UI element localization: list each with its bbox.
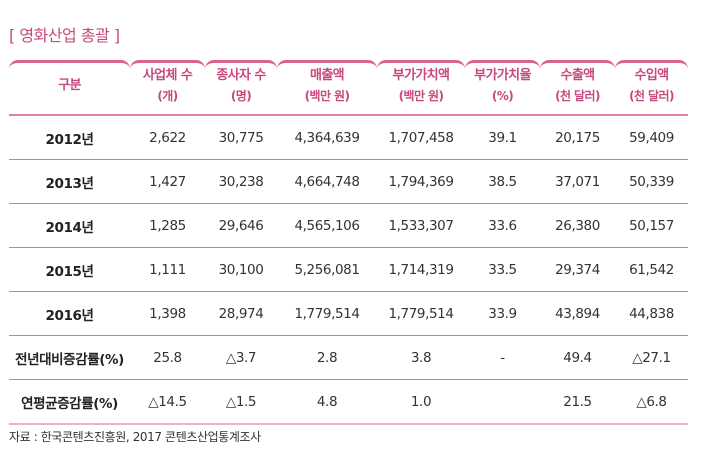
- table-cell: 4,565,106: [277, 203, 377, 248]
- row-label: 전년대비증감률(%): [9, 335, 130, 380]
- table-cell: 2,622: [130, 115, 205, 160]
- table-cell: 21.5: [540, 379, 615, 425]
- film-industry-summary-table: 구분 사업체 수 (개) 종사자 수 (명) 매출액 (백만 원) 부가가치액 (백만 원) 부가…: [9, 60, 688, 425]
- column-header-label: 매출액: [309, 68, 345, 83]
- table-cell: 1,427: [130, 159, 205, 204]
- table-row: 2012년 2,622 30,775 4,364,639 1,707,458 39.1 20…: [9, 115, 688, 160]
- table-cell: 1,707,458: [377, 115, 465, 160]
- table-cell: △1.5: [205, 379, 277, 425]
- header-row: 구분 사업체 수 (개) 종사자 수 (명) 매출액 (백만 원) 부가가치액 (백만 원) 부가…: [9, 60, 688, 116]
- table-cell: 44,838: [615, 291, 688, 336]
- column-header: 종사자 수 (명): [205, 60, 277, 116]
- table-cell: △27.1: [615, 335, 688, 380]
- table-cell: 28,974: [205, 291, 277, 336]
- table-cell: 25.8: [130, 335, 205, 380]
- row-label: 2012년: [9, 115, 130, 160]
- table-cell: 3.8: [377, 335, 465, 380]
- row-label: 2013년: [9, 159, 130, 204]
- column-header: 수입액 (천 달러): [615, 60, 688, 116]
- table-cell: 1.0: [377, 379, 465, 425]
- row-label: 2015년: [9, 247, 130, 292]
- column-header-label: 수입액: [634, 68, 669, 83]
- table-cell: 1,779,514: [377, 291, 465, 336]
- table-cell: 37,071: [540, 159, 615, 204]
- table-cell: 29,374: [540, 247, 615, 292]
- table-cell: 38.5: [465, 159, 540, 204]
- table-row: 전년대비증감률(%) 25.8 △3.7 2.8 3.8-49.4 △27.1: [9, 335, 688, 380]
- column-header-unit: (천 달러): [555, 89, 600, 103]
- table-cell: 49.4: [540, 335, 615, 380]
- table-cell: 1,111: [130, 247, 205, 292]
- column-header: 부가가치액 (백만 원): [377, 60, 465, 116]
- table-row: 2015년 1,111 30,100 5,256,081 1,714,319 33.5 29…: [9, 247, 688, 292]
- table-cell: 50,339: [615, 159, 688, 204]
- column-header-unit: (백만 원): [398, 89, 444, 103]
- column-header: 사업체 수 (개): [130, 60, 205, 116]
- column-header-label: 종사자 수: [216, 68, 266, 83]
- table-cell: 26,380: [540, 203, 615, 248]
- column-header-label: 부가가치액: [392, 68, 450, 83]
- table-cell: 1,779,514: [277, 291, 377, 336]
- row-label: 연평균증감률(%): [9, 379, 130, 425]
- row-label: 2014년: [9, 203, 130, 248]
- table-cell: 20,175: [540, 115, 615, 160]
- table-cell: 2.8: [277, 335, 377, 380]
- column-header-unit: (명): [230, 89, 252, 103]
- table-cell: 1,285: [130, 203, 205, 248]
- table-cell: 61,542: [615, 247, 688, 292]
- table-cell: 4,664,748: [277, 159, 377, 204]
- table-cell: 33.9: [465, 291, 540, 336]
- table-cell: 5,256,081: [277, 247, 377, 292]
- table-cell: 39.1: [465, 115, 540, 160]
- table-cell: 1,714,319: [377, 247, 465, 292]
- column-header: 수출액 (천 달러): [540, 60, 615, 116]
- table-cell: 33.5: [465, 247, 540, 292]
- table-row: 2014년 1,285 29,646 4,565,106 1,533,307 33.6 26…: [9, 203, 688, 248]
- column-header-unit: (백만 원): [304, 89, 350, 103]
- column-header: 구분: [9, 60, 130, 116]
- table-cell: 30,775: [205, 115, 277, 160]
- table-cell: △3.7: [205, 335, 277, 380]
- table-cell: △14.5: [130, 379, 205, 425]
- table-cell: 4.8: [277, 379, 377, 425]
- column-header: 매출액 (백만 원): [277, 60, 377, 116]
- table-cell: 29,646: [205, 203, 277, 248]
- column-header-label: 구분: [58, 78, 81, 93]
- table-row: 연평균증감률(%) △14.5 △1.5 4.8 1.0 21.5 △6.8: [9, 379, 688, 425]
- table-row: 2013년 1,427 30,238 4,664,748 1,794,369 38.5 37…: [9, 159, 688, 204]
- table-cell: 33.6: [465, 203, 540, 248]
- table-cell: 59,409: [615, 115, 688, 160]
- table-cell: 30,238: [205, 159, 277, 204]
- table-cell: 43,894: [540, 291, 615, 336]
- table-cell: 50,157: [615, 203, 688, 248]
- table-row: 2016년 1,398 28,974 1,779,514 1,779,514 33.9 43…: [9, 291, 688, 336]
- column-header: 부가가치율 (%): [465, 60, 540, 116]
- column-header-unit: (%): [491, 89, 514, 103]
- column-header-unit: (천 달러): [629, 89, 674, 103]
- row-label: 2016년: [9, 291, 130, 336]
- table-cell: 1,794,369: [377, 159, 465, 204]
- column-header-label: 부가가치율: [474, 68, 531, 83]
- table-cell: △6.8: [615, 379, 688, 425]
- table-cell: 30,100: [205, 247, 277, 292]
- column-header-unit: (개): [157, 89, 178, 103]
- column-header-label: 사업체 수: [142, 68, 193, 83]
- table-title: [ 영화산업 총괄 ]: [9, 26, 120, 45]
- table-cell: 1,398: [130, 291, 205, 336]
- table-cell: 4,364,639: [277, 115, 377, 160]
- table-cell: [465, 379, 540, 425]
- source-note: 자료 : 한국콘텐츠진흥원, 2017 콘텐츠산업통계조사: [9, 430, 261, 444]
- table-cell: 1,533,307: [377, 203, 465, 248]
- column-header-label: 수출액: [560, 68, 595, 83]
- table-cell: -: [465, 335, 540, 380]
